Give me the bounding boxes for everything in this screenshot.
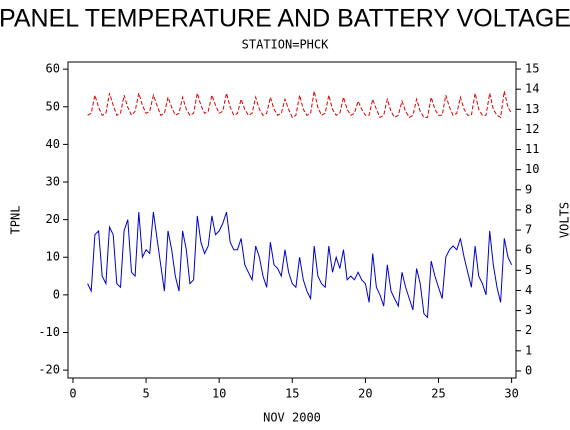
- y2-tick-label: 8: [525, 202, 532, 216]
- y-tick-label: 20: [46, 212, 60, 226]
- y2-tick-label: 12: [525, 122, 539, 136]
- y2-tick-label: 14: [525, 82, 539, 96]
- y-tick-label: 60: [46, 62, 60, 76]
- data-line: [87, 91, 513, 119]
- y2-tick-label: 4: [525, 283, 532, 297]
- y2-tick-label: 7: [525, 223, 532, 237]
- x-tick-label: 20: [358, 387, 372, 401]
- y2-tick-label: 0: [525, 363, 532, 377]
- y2-tick-label: 13: [525, 102, 539, 116]
- plot-frame: [67, 61, 517, 379]
- x-tick-label: 25: [431, 387, 445, 401]
- chart-subtitle: STATION=PHCK: [242, 38, 329, 52]
- x-tick-label: 0: [69, 387, 76, 401]
- x-axis-label: NOV 2000: [263, 411, 321, 425]
- y2-tick-label: 6: [525, 243, 532, 257]
- y-tick-label: 30: [46, 175, 60, 189]
- y-tick-label: -10: [38, 325, 60, 339]
- chart-title: PANEL TEMPERATURE AND BATTERY VOLTAGE: [0, 5, 570, 33]
- x-tick-label: 15: [285, 387, 299, 401]
- y2-tick-label: 11: [525, 142, 539, 156]
- y2-tick-label: 5: [525, 263, 532, 277]
- y-tick-label: 50: [46, 99, 60, 113]
- y2-tick-label: 15: [525, 62, 539, 76]
- x-tick-label: 10: [212, 387, 226, 401]
- y2-axis-label: VOLTS: [558, 202, 570, 238]
- x-tick-label: 5: [142, 387, 149, 401]
- x-tick-label: 30: [504, 387, 518, 401]
- y-axis-label: TPNL: [9, 206, 23, 235]
- y2-tick-label: 2: [525, 323, 532, 337]
- y-tick-label: 10: [46, 250, 60, 264]
- y2-tick-label: 1: [525, 343, 532, 357]
- y2-tick-label: 3: [525, 303, 532, 317]
- y-tick-label: 40: [46, 137, 60, 151]
- y-tick-label: 0: [53, 287, 60, 301]
- data-line: [87, 211, 513, 319]
- y2-tick-label: 9: [525, 182, 532, 196]
- y2-tick-label: 10: [525, 162, 539, 176]
- y-tick-label: -20: [38, 363, 60, 377]
